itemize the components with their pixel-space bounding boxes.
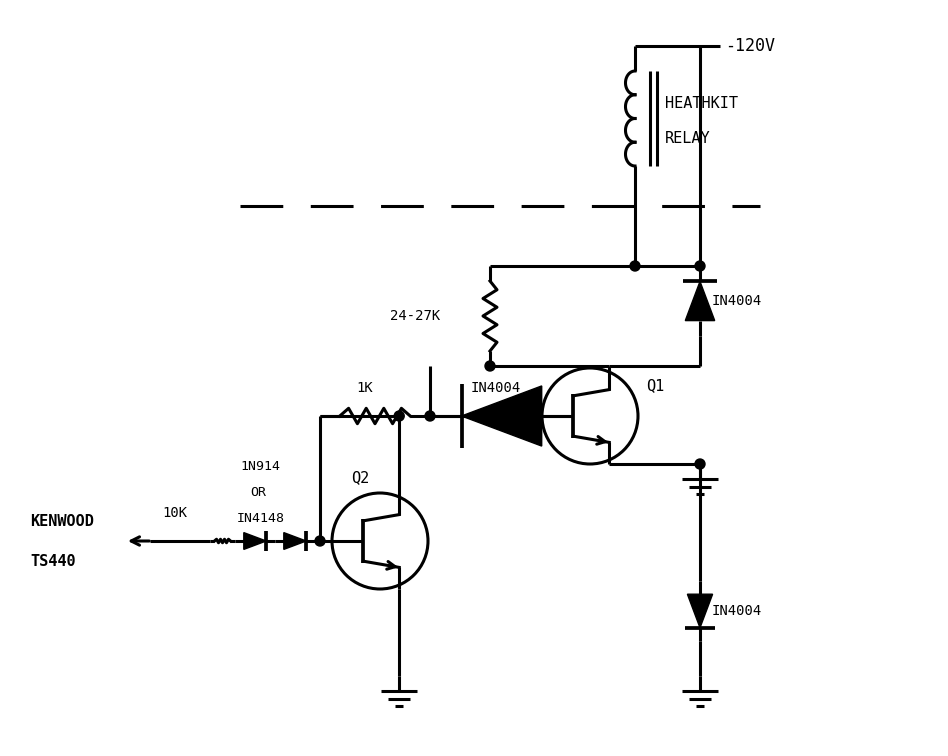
Circle shape <box>425 411 435 421</box>
Text: KENWOOD: KENWOOD <box>30 513 94 528</box>
Circle shape <box>315 536 325 546</box>
Circle shape <box>695 459 705 469</box>
Text: Q2: Q2 <box>351 470 369 485</box>
Circle shape <box>485 361 495 371</box>
Polygon shape <box>685 281 715 321</box>
Text: -120V: -120V <box>725 37 775 55</box>
Text: IN4004: IN4004 <box>712 294 762 308</box>
Text: Q1: Q1 <box>646 379 665 394</box>
Text: 10K: 10K <box>162 506 188 520</box>
Polygon shape <box>244 532 266 550</box>
Text: 24-27K: 24-27K <box>390 309 440 323</box>
Polygon shape <box>283 532 306 550</box>
Text: RELAY: RELAY <box>665 131 711 146</box>
Polygon shape <box>462 386 541 446</box>
Text: HEATHKIT: HEATHKIT <box>665 96 738 111</box>
Text: OR: OR <box>250 487 266 500</box>
Text: 1N914: 1N914 <box>240 460 280 472</box>
Circle shape <box>394 411 404 421</box>
Text: 1K: 1K <box>356 381 374 395</box>
Circle shape <box>695 261 705 271</box>
Circle shape <box>630 261 640 271</box>
Text: IN4148: IN4148 <box>237 513 285 525</box>
Text: IN4004: IN4004 <box>712 604 762 618</box>
Text: IN4004: IN4004 <box>471 381 521 395</box>
Text: TS440: TS440 <box>30 553 76 569</box>
Polygon shape <box>687 594 713 627</box>
